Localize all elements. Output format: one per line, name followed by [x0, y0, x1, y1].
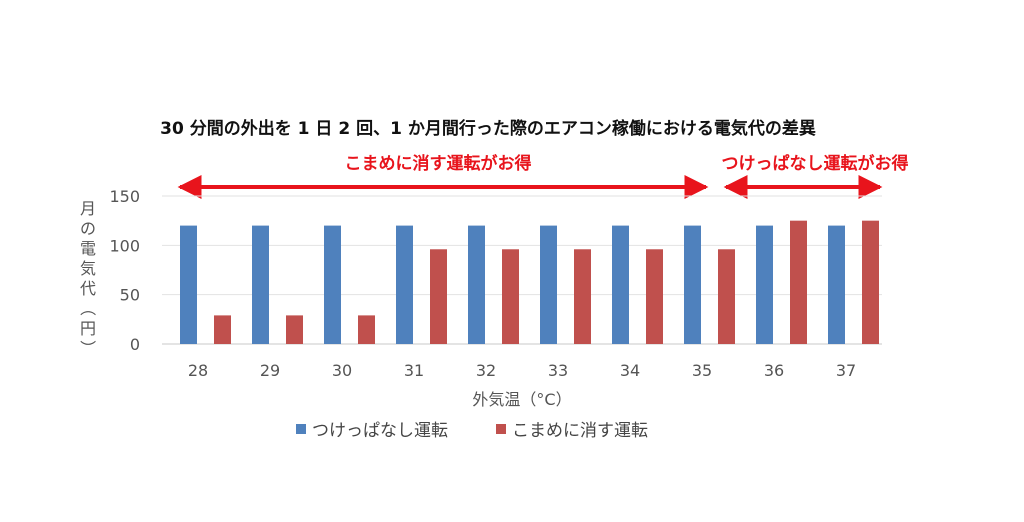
y-axis-label-char: ） [78, 340, 97, 356]
legend: つけっぱなし運転 こまめに消す運転 [296, 421, 648, 441]
legend-label-series-1: つけっぱなし運転 [312, 421, 448, 441]
x-tick-label: 29 [260, 361, 280, 380]
x-tick-label: 31 [404, 361, 424, 380]
legend-swatch-series-1 [296, 424, 306, 434]
bar-series-1 [396, 225, 413, 344]
bar-series-2 [502, 249, 519, 344]
y-tick-label: 150 [109, 187, 140, 206]
x-tick-label: 35 [692, 361, 712, 380]
bar-series-1 [612, 225, 629, 344]
bar-series-2 [430, 249, 447, 344]
bar-series-1 [180, 225, 197, 344]
y-axis-label-char: 代 [80, 279, 96, 298]
bar-series-1 [324, 225, 341, 344]
legend-label-series-2: こまめに消す運転 [512, 421, 648, 441]
x-tick-label: 30 [332, 361, 352, 380]
bar-series-1 [756, 225, 773, 344]
x-tick-label: 36 [764, 361, 784, 380]
chart-title: 30 分間の外出を 1 日 2 回、1 か月間行った際のエアコン稼働における電気… [160, 118, 816, 139]
legend-swatch-series-2 [496, 424, 506, 434]
y-axis-label-char: （ [78, 300, 97, 316]
bar-series-1 [828, 225, 845, 344]
bar-series-2 [214, 315, 231, 344]
bar-series-1 [684, 225, 701, 344]
annotation-label-tsukeppanashi: つけっぱなし運転がお得 [722, 153, 909, 174]
annotation-label-komame: こまめに消す運転がお得 [345, 153, 532, 174]
gridlines [162, 195, 882, 345]
x-tick-label: 37 [836, 361, 856, 380]
x-tick-label: 34 [620, 361, 640, 380]
bar-series-2 [862, 220, 879, 344]
bar-series-2 [718, 249, 735, 344]
bar-series-2 [646, 249, 663, 344]
bar-series-1 [468, 225, 485, 344]
y-tick-label: 100 [109, 236, 140, 255]
bar-series-1 [252, 225, 269, 344]
bars [180, 220, 879, 344]
y-axis-label-char: 月 [80, 199, 96, 218]
bar-series-1 [540, 225, 557, 344]
annotations: こまめに消す運転がお得 つけっぱなし運転がお得 [177, 153, 909, 199]
x-tick-label: 32 [476, 361, 496, 380]
bar-series-2 [574, 249, 591, 344]
y-tick-label: 0 [130, 335, 140, 354]
x-tick-label: 33 [548, 361, 568, 380]
y-axis-label-char: 気 [80, 259, 96, 278]
y-axis-label-char: 円 [80, 319, 96, 338]
x-tick-labels: 28 29 30 31 32 33 34 35 36 37 [188, 361, 856, 380]
bar-series-2 [790, 220, 807, 344]
bar-series-2 [358, 315, 375, 344]
bar-series-2 [286, 315, 303, 344]
y-tick-labels: 0 50 100 150 [109, 187, 140, 354]
y-axis-label-char: 電 [80, 239, 96, 258]
x-axis-label: 外気温（°C） [472, 390, 571, 409]
y-tick-label: 50 [120, 286, 140, 305]
x-tick-label: 28 [188, 361, 208, 380]
y-axis-label-char: の [80, 219, 96, 238]
